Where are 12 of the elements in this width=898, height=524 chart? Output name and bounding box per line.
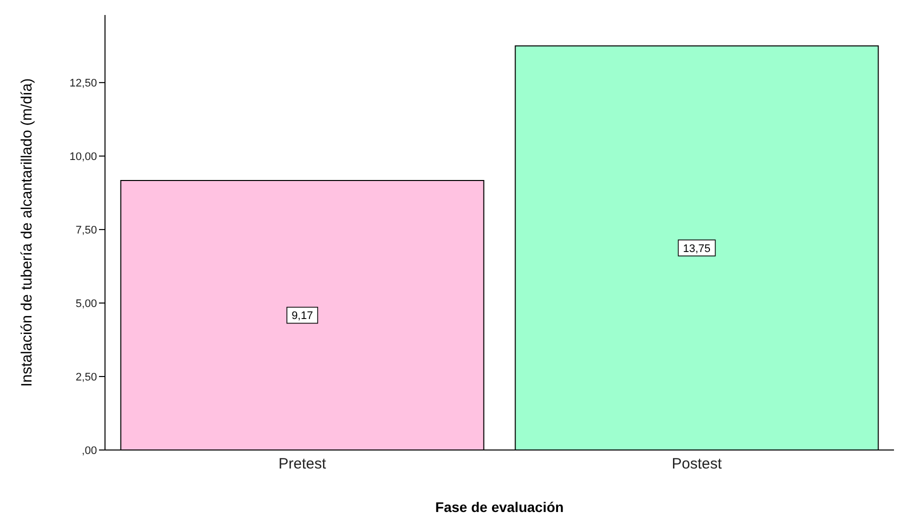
y-axis-title: Instalación de tubería de alcantarillado (m/día) [18,78,36,387]
x-tick-label: Pretest [278,456,327,473]
y-tick-label: 2,50 [76,371,97,384]
y-tick-label: 7,50 [76,224,97,236]
data-label: 9,17 [292,310,313,322]
y-tick-label: 10,00 [69,150,97,163]
x-axis-title: Fase de evaluación [435,498,564,515]
y-tick-label: 5,00 [76,298,97,310]
y-tick-label: ,00 [82,444,97,457]
y-tick-label: 12,50 [69,78,97,90]
data-label: 13,75 [683,242,711,255]
x-tick-label: Postest [672,456,723,473]
